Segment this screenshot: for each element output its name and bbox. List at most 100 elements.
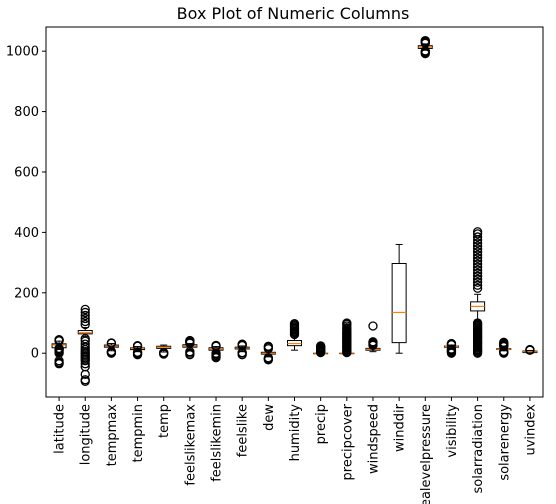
flier-point — [472, 277, 483, 287]
flier-point — [472, 280, 483, 290]
flier-point — [54, 334, 64, 345]
x-tick-label: humidity — [288, 404, 303, 462]
box-winddir — [391, 243, 407, 354]
box-uvindex — [522, 344, 538, 355]
flier-point — [472, 256, 483, 266]
flier-point — [472, 271, 483, 281]
flier-point — [211, 340, 221, 351]
x-tick-label: feelslikemin — [210, 404, 225, 482]
chart-title: Box Plot of Numeric Columns — [177, 4, 410, 23]
flier-point — [472, 259, 483, 269]
box-precip — [313, 341, 329, 358]
box-visibility — [443, 338, 459, 358]
box-longitude — [77, 304, 93, 386]
flier-point — [472, 232, 483, 242]
flier-point — [525, 344, 535, 355]
flier-point — [80, 310, 90, 321]
flier-point — [80, 339, 90, 349]
box-sealevelpressure — [417, 35, 433, 59]
flier-point — [472, 262, 483, 272]
box-latitude — [51, 334, 67, 369]
box-humidity — [287, 318, 302, 351]
flier-point — [499, 337, 509, 347]
x-tick-label: uvindex — [523, 404, 538, 456]
flier-point — [472, 238, 483, 248]
flier-point — [80, 313, 90, 324]
y-axis: 0 200 400 600 800 1000 — [6, 45, 46, 362]
flier-point — [446, 338, 457, 349]
boxes — [51, 35, 538, 386]
x-tick-label: precipcover — [340, 403, 355, 480]
flier-point — [80, 319, 90, 330]
x-tick-label: dew — [262, 404, 277, 431]
flier-point — [80, 375, 90, 385]
flier-point — [289, 318, 300, 329]
flier-point — [80, 334, 90, 344]
box-windspeed — [365, 321, 381, 353]
plot-frame — [45, 26, 544, 398]
flier-point — [263, 341, 273, 351]
flier-point — [132, 341, 143, 351]
x-tick-label: feelslike — [236, 404, 251, 457]
box-temp — [156, 344, 172, 359]
flier-point — [80, 336, 90, 346]
flier-point — [472, 274, 483, 284]
x-tick-label: latitude — [53, 404, 68, 454]
box-feelslikemin — [208, 340, 224, 363]
flier-point — [472, 241, 483, 251]
y-tick-label: 0 — [31, 347, 39, 362]
flier-point — [472, 265, 483, 275]
y-tick-label: 200 — [14, 286, 39, 301]
x-tick-label: solarradiation — [471, 404, 486, 493]
box-feelslike — [234, 339, 250, 360]
flier-point — [368, 321, 378, 331]
x-axis: latitude longitude tempmax tempmin temp feels… — [53, 397, 538, 504]
x-tick-label: solarenergy — [497, 404, 512, 481]
x-tick-label: temp — [157, 404, 172, 438]
box-tempmax — [103, 338, 119, 358]
x-tick-label: precip — [314, 404, 329, 444]
x-tick-label: longitude — [79, 404, 94, 465]
box-solarradiation — [470, 227, 486, 358]
box-solarenergy — [496, 337, 512, 358]
box-precipcover — [339, 318, 355, 358]
flier-point — [472, 283, 483, 293]
flier-point — [263, 353, 273, 363]
box-feelslikemax — [182, 335, 198, 360]
flier-point — [132, 347, 143, 357]
box-iqr — [391, 262, 407, 344]
box-tempmin — [130, 341, 146, 360]
flier-point — [446, 344, 457, 354]
x-tick-label: winddir — [393, 403, 408, 452]
flier-point — [368, 337, 378, 347]
x-tick-label: windspeed — [366, 404, 381, 474]
flier-point — [342, 318, 352, 328]
flier-point — [472, 247, 483, 257]
x-tick-label: sealevelpressure — [419, 404, 434, 504]
x-tick-label: visibility — [445, 404, 460, 458]
y-tick-label: 600 — [14, 165, 39, 180]
flier-point — [80, 307, 90, 318]
x-tick-label: feelslikemax — [183, 404, 198, 486]
flier-point — [472, 268, 483, 278]
flier-point — [316, 341, 326, 351]
flier-point — [106, 338, 117, 348]
flier-point — [472, 253, 483, 263]
flier-point — [472, 318, 483, 328]
flier-point — [472, 227, 483, 237]
flier-point — [80, 316, 90, 327]
flier-point — [237, 339, 247, 349]
x-tick-label: tempmin — [131, 404, 146, 463]
flier-point — [159, 347, 169, 358]
box-dew — [260, 341, 276, 365]
y-tick-label: 800 — [14, 105, 39, 120]
y-tick-label: 400 — [14, 226, 39, 241]
y-tick-label: 1000 — [6, 45, 39, 60]
flier-point — [185, 335, 195, 346]
flier-point — [420, 35, 430, 46]
x-tick-label: tempmax — [105, 404, 120, 467]
flier-point — [472, 250, 483, 260]
flier-point — [80, 304, 90, 315]
flier-point — [472, 244, 483, 254]
